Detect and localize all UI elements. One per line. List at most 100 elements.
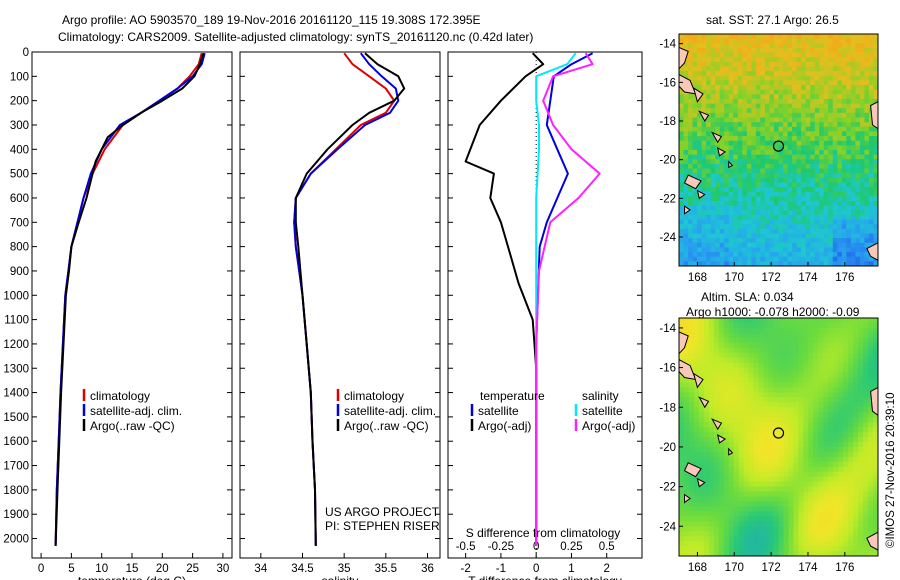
field-cell [764,89,771,95]
field-cell [718,451,725,458]
field-cell [819,47,825,54]
field-cell [693,481,700,488]
map-ytick-label: -18 [659,402,676,414]
field-cell [698,337,705,344]
field-cell [728,228,734,235]
field-cell [823,117,829,123]
field-cell [863,476,869,483]
field-cell [832,256,838,262]
field-cell [742,112,748,119]
field-cell [738,407,745,413]
field-cell [833,466,839,473]
field-cell [850,140,856,146]
field-cell [783,233,789,239]
field-cell [692,66,698,72]
field-cell [773,145,780,151]
field-cell [783,511,790,517]
field-cell [713,501,720,508]
depth-tick-label: 1000 [3,290,29,302]
field-cell [723,372,730,379]
field-cell [746,261,752,266]
field-cell [703,496,710,503]
field-cell [710,205,716,211]
field-cell [683,476,690,483]
field-cell [798,461,804,468]
field-cell [755,214,762,221]
field-cell [783,486,790,493]
field-cell [805,122,811,128]
field-cell [787,71,793,77]
field-cell [688,437,695,443]
field-cell [743,318,750,324]
field-cell [819,252,825,258]
field-cell [763,377,770,384]
field-cell [683,182,689,188]
field-cell [768,432,775,438]
field-cell [733,402,740,408]
field-cell [764,173,771,179]
field-cell [683,145,689,151]
field-cell [818,456,824,463]
field-cell [853,412,859,418]
field-cell [738,382,745,389]
field-cell [828,461,834,468]
field-cell [823,536,829,542]
field-cell [715,261,721,266]
field-cell [706,66,712,72]
field-cell [769,150,775,156]
field-cell [760,89,766,95]
field-cell [760,247,766,253]
field-cell [724,61,730,68]
field-cell [796,103,802,109]
field-cell [701,140,707,146]
field-cell [793,516,799,522]
field-cell [819,75,825,81]
map-xtick-label: 172 [762,272,781,284]
field-cell [833,337,839,344]
field-cell [723,337,730,344]
field-cell [746,71,752,77]
field-cell [769,205,775,211]
field-cell [764,108,771,114]
field-cell [773,122,780,128]
field-cell [698,511,705,517]
field-cell [853,397,859,403]
field-cell [764,256,771,262]
field-cell [848,501,854,508]
field-cell [863,372,869,379]
field-cell [701,52,707,58]
field-cell [837,214,843,221]
field-cell [738,392,745,398]
field-cell [828,362,834,369]
field-cell [818,481,824,488]
field-cell [764,98,771,105]
field-cell [773,163,780,170]
field-cell [679,98,685,105]
field-cell [868,177,875,184]
field-cell [828,456,834,463]
field-cell [858,342,864,349]
field-cell [818,461,824,468]
field-cell [769,154,775,160]
field-cell [788,476,795,483]
field-cell [778,461,785,468]
field-cell [728,322,735,329]
depth-tick-label: 600 [10,193,29,205]
island [728,447,734,456]
field-cell [783,159,789,165]
field-cell [701,247,707,253]
field-cell [738,387,745,393]
field-cell [688,66,694,72]
field-cell [848,526,854,532]
field-cell [841,85,847,91]
field-cell [805,126,811,133]
field-cell [733,177,739,184]
field-cell [848,422,854,428]
field-cell [853,531,859,537]
field-cell [853,387,859,393]
field-cell [688,71,694,77]
field-cell [846,159,852,165]
field-cell [728,347,735,354]
field-cell [864,94,870,100]
field-cell [788,541,795,547]
